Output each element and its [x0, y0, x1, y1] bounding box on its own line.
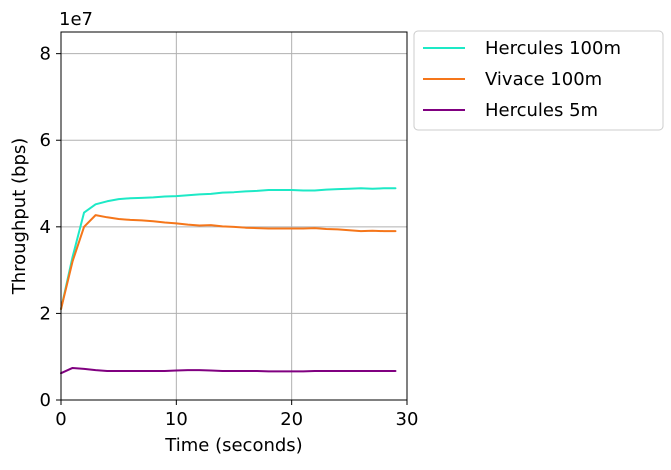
- x-axis-title: Time (seconds): [164, 435, 302, 456]
- series-lines: [60, 187, 397, 375]
- y-tick-label: 0: [40, 390, 51, 411]
- y-tick-label: 8: [40, 44, 51, 65]
- legend-label: Hercules 5m: [485, 100, 598, 121]
- legend-items: Hercules 100m Vivace 100m Hercules 5m: [423, 38, 621, 121]
- x-tick-label: 20: [280, 409, 303, 430]
- axis-ticks: 0 10 20 30 0 2 4 6 8: [40, 44, 419, 430]
- legend-frame: [413, 30, 664, 131]
- y-tick-label: 2: [40, 303, 51, 324]
- legend-item: Vivace 100m: [423, 69, 602, 90]
- legend-item: Hercules 100m: [423, 38, 621, 59]
- y-tick-label: 4: [40, 217, 51, 238]
- series-line-hercules-100m: [60, 187, 397, 311]
- series-line-vivace-100m: [60, 214, 397, 311]
- x-tick-label: 0: [55, 409, 66, 430]
- legend: Hercules 100m Vivace 100m Hercules 5m: [413, 30, 664, 131]
- y-axis-title: Throughput (bps): [9, 138, 30, 296]
- legend-label: Vivace 100m: [485, 69, 602, 90]
- y-offset-label: 1e7: [59, 9, 93, 30]
- grid: [60, 32, 408, 401]
- plot-frame: [60, 31, 408, 401]
- x-tick-label: 10: [165, 409, 188, 430]
- legend-label: Hercules 100m: [485, 38, 621, 59]
- series-line-hercules-5m: [60, 366, 397, 375]
- legend-item: Hercules 5m: [423, 100, 598, 121]
- y-tick-label: 6: [40, 130, 51, 151]
- x-tick-label: 30: [396, 409, 419, 430]
